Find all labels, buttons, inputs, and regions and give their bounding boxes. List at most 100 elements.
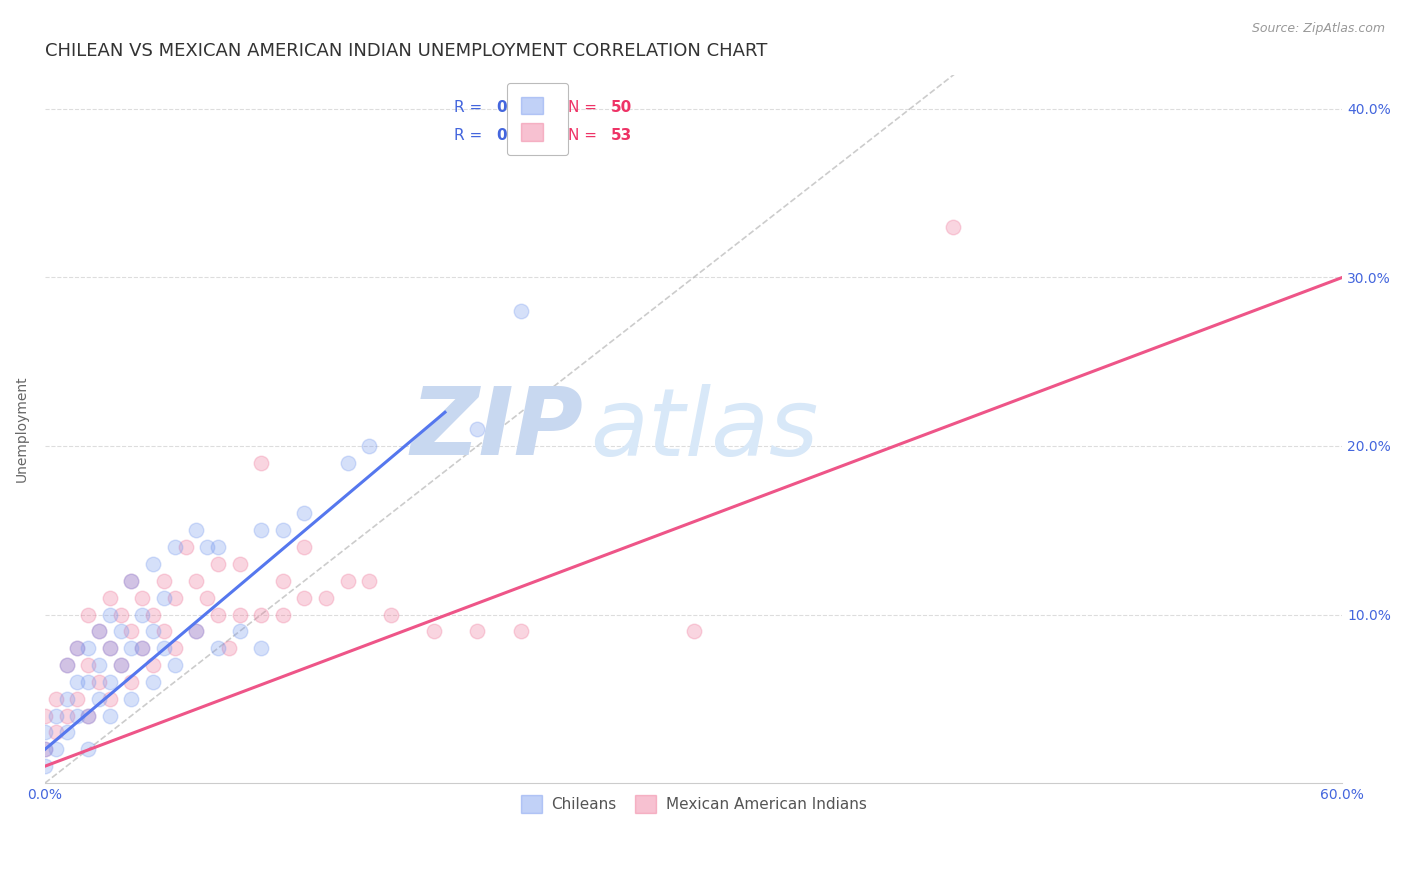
Text: N =: N = — [568, 100, 602, 114]
Point — [218, 641, 240, 656]
Point — [77, 674, 100, 689]
Point — [98, 674, 121, 689]
Point — [271, 574, 294, 588]
Point — [131, 591, 153, 605]
Point — [131, 607, 153, 622]
Point — [77, 658, 100, 673]
Point — [77, 742, 100, 756]
Text: R =: R = — [454, 128, 486, 143]
Point — [423, 624, 446, 639]
Point — [120, 674, 142, 689]
Point — [207, 557, 229, 571]
Point — [509, 304, 531, 318]
Text: atlas: atlas — [591, 384, 818, 475]
Point — [228, 624, 250, 639]
Point — [942, 219, 965, 234]
Point — [110, 658, 132, 673]
Point — [467, 422, 489, 436]
Text: 53: 53 — [610, 128, 631, 143]
Point — [34, 742, 56, 756]
Point — [98, 607, 121, 622]
Point — [207, 540, 229, 554]
Point — [294, 540, 316, 554]
Point — [195, 540, 218, 554]
Point — [186, 523, 208, 537]
Point — [77, 641, 100, 656]
Point — [120, 641, 142, 656]
Point — [66, 691, 89, 706]
Point — [153, 641, 176, 656]
Point — [98, 641, 121, 656]
Point — [186, 624, 208, 639]
Point — [163, 591, 186, 605]
Point — [120, 574, 142, 588]
Point — [250, 641, 273, 656]
Point — [682, 624, 704, 639]
Point — [207, 641, 229, 656]
Point — [359, 439, 381, 453]
Point — [153, 591, 176, 605]
Point — [55, 708, 77, 723]
Point — [228, 557, 250, 571]
Point — [250, 456, 273, 470]
Point — [467, 624, 489, 639]
Point — [98, 708, 121, 723]
Text: CHILEAN VS MEXICAN AMERICAN INDIAN UNEMPLOYMENT CORRELATION CHART: CHILEAN VS MEXICAN AMERICAN INDIAN UNEMP… — [45, 42, 768, 60]
Text: Source: ZipAtlas.com: Source: ZipAtlas.com — [1251, 22, 1385, 36]
Point — [186, 574, 208, 588]
Point — [174, 540, 197, 554]
Point — [142, 607, 165, 622]
Point — [207, 607, 229, 622]
Point — [110, 624, 132, 639]
Legend: Chileans, Mexican American Indians: Chileans, Mexican American Indians — [509, 783, 879, 825]
Point — [186, 624, 208, 639]
Point — [228, 607, 250, 622]
Point — [142, 557, 165, 571]
Point — [195, 591, 218, 605]
Point — [45, 691, 67, 706]
Point — [87, 674, 110, 689]
Point — [380, 607, 402, 622]
Point — [45, 725, 67, 739]
Point — [336, 456, 359, 470]
Point — [120, 691, 142, 706]
Point — [271, 607, 294, 622]
Text: R =: R = — [454, 100, 486, 114]
Point — [45, 742, 67, 756]
Point — [153, 574, 176, 588]
Point — [142, 674, 165, 689]
Point — [163, 540, 186, 554]
Point — [163, 641, 186, 656]
Text: ZIP: ZIP — [411, 384, 583, 475]
Point — [98, 641, 121, 656]
Point — [55, 658, 77, 673]
Point — [66, 708, 89, 723]
Point — [98, 691, 121, 706]
Point — [66, 641, 89, 656]
Point — [45, 708, 67, 723]
Point — [87, 658, 110, 673]
Point — [34, 742, 56, 756]
Point — [359, 574, 381, 588]
Point — [87, 691, 110, 706]
Point — [55, 725, 77, 739]
Point — [250, 607, 273, 622]
Point — [98, 591, 121, 605]
Point — [110, 607, 132, 622]
Point — [34, 708, 56, 723]
Point — [294, 591, 316, 605]
Point — [110, 658, 132, 673]
Point — [66, 674, 89, 689]
Point — [34, 725, 56, 739]
Text: 0.748: 0.748 — [496, 100, 544, 114]
Point — [55, 658, 77, 673]
Point — [120, 624, 142, 639]
Point — [77, 708, 100, 723]
Point — [87, 624, 110, 639]
Point — [55, 691, 77, 706]
Point — [142, 624, 165, 639]
Point — [120, 574, 142, 588]
Point — [87, 624, 110, 639]
Point — [131, 641, 153, 656]
Text: N =: N = — [568, 128, 602, 143]
